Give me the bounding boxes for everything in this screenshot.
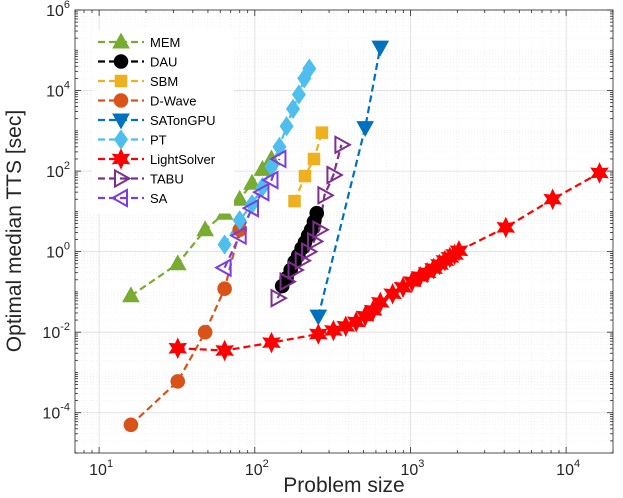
data-point — [229, 225, 247, 246]
data-point — [262, 331, 281, 354]
data-point — [590, 162, 609, 184]
data-point — [286, 98, 301, 119]
legend-item-d-wave: D-Wave — [98, 93, 196, 109]
data-point — [196, 220, 215, 237]
legend-marker — [114, 74, 128, 88]
data-point — [217, 234, 232, 255]
series-markers-tabu — [270, 135, 352, 308]
legend-item-tabu: TABU — [98, 168, 184, 189]
tick-labels: 101 102 103 104 10-4 10-2 100 102 104 106 — [42, 0, 580, 479]
legend-item-sbm: SBM — [98, 74, 178, 89]
series-markers-d-wave — [123, 222, 248, 433]
y-tick-label: 102 — [46, 160, 70, 181]
data-point — [307, 152, 321, 166]
data-point — [230, 189, 249, 206]
series-markers — [122, 40, 609, 433]
legend: MEM DAU SBM D-Wave SATonGPU PT LightSolver TABU… — [92, 30, 234, 214]
data-point — [291, 84, 306, 105]
legend-marker — [112, 113, 130, 130]
data-point — [241, 198, 260, 218]
legend-label: D-Wave — [150, 94, 196, 109]
y-tick-label: 100 — [46, 241, 70, 262]
data-point — [317, 185, 335, 206]
data-point — [272, 136, 287, 157]
x-tick-label: 101 — [89, 458, 113, 479]
legend-marker — [114, 168, 132, 189]
data-point — [356, 121, 375, 138]
data-point — [371, 40, 390, 57]
y-tick-label: 104 — [46, 80, 70, 101]
legend-label: SATonGPU — [150, 113, 216, 128]
series-markers-sbm — [288, 126, 329, 208]
x-axis-title: Problem size — [283, 474, 404, 497]
data-point — [268, 149, 287, 169]
legend-label: SA — [150, 191, 168, 206]
data-point — [232, 210, 247, 231]
legend-item-satongpu: SATonGPU — [98, 113, 216, 130]
legend-marker — [112, 32, 130, 49]
data-point — [243, 173, 261, 190]
data-point — [309, 323, 328, 345]
legend-marker — [113, 54, 129, 69]
data-point — [298, 169, 312, 183]
series-line-sbm — [293, 132, 323, 202]
x-tick-label: 103 — [401, 458, 425, 479]
series-markers-sa — [214, 149, 287, 278]
data-point — [302, 58, 317, 79]
data-point — [543, 188, 562, 211]
data-point — [270, 288, 288, 308]
series-line-satongpu — [317, 46, 382, 317]
y-tick-label: 106 — [46, 0, 70, 20]
legend-item-lightsolver: LightSolver — [98, 148, 216, 170]
legend-label: SBM — [150, 74, 178, 89]
data-point — [334, 135, 352, 155]
data-point — [214, 257, 232, 278]
data-point — [288, 194, 301, 208]
data-point — [170, 374, 186, 389]
series-markers-lightsolver — [168, 162, 609, 362]
data-point — [217, 281, 232, 297]
y-tick-label: 10-2 — [42, 321, 70, 342]
series-markers-satongpu — [309, 40, 390, 326]
legend-marker — [113, 93, 129, 108]
x-tick-label: 104 — [556, 458, 580, 479]
legend-label: DAU — [150, 55, 177, 70]
legend-item-dau: DAU — [98, 54, 177, 70]
legend-marker — [111, 148, 131, 170]
legend-item-sa: SA — [98, 188, 168, 208]
legend-label: LightSolver — [150, 152, 216, 167]
data-point — [279, 116, 294, 137]
data-point — [309, 309, 328, 326]
data-point — [261, 170, 279, 190]
legend-label: TABU — [150, 172, 184, 187]
legend-marker — [110, 188, 128, 208]
data-point — [168, 254, 187, 271]
legend-label: MEM — [150, 35, 180, 50]
legend-item-pt: PT — [98, 129, 167, 150]
plot-box — [74, 9, 614, 454]
data-point — [326, 165, 344, 185]
data-point — [496, 216, 516, 239]
y-tick-label: 10-4 — [42, 402, 70, 423]
data-point — [123, 417, 139, 433]
legend-label: PT — [150, 133, 167, 148]
axis-ticks — [74, 9, 614, 454]
data-point — [197, 324, 213, 340]
data-point — [312, 220, 330, 240]
data-point — [168, 337, 188, 359]
series-line-sa — [223, 158, 281, 269]
data-point — [122, 286, 140, 303]
data-point — [309, 205, 325, 221]
data-point — [215, 339, 234, 362]
legend-item-mem: MEM — [98, 32, 180, 50]
data-point — [251, 182, 270, 202]
data-point — [315, 126, 329, 139]
x-tick-label: 102 — [245, 458, 269, 479]
data-point — [449, 239, 469, 262]
y-axis-title: Optimal median TTS [sec] — [3, 110, 26, 352]
